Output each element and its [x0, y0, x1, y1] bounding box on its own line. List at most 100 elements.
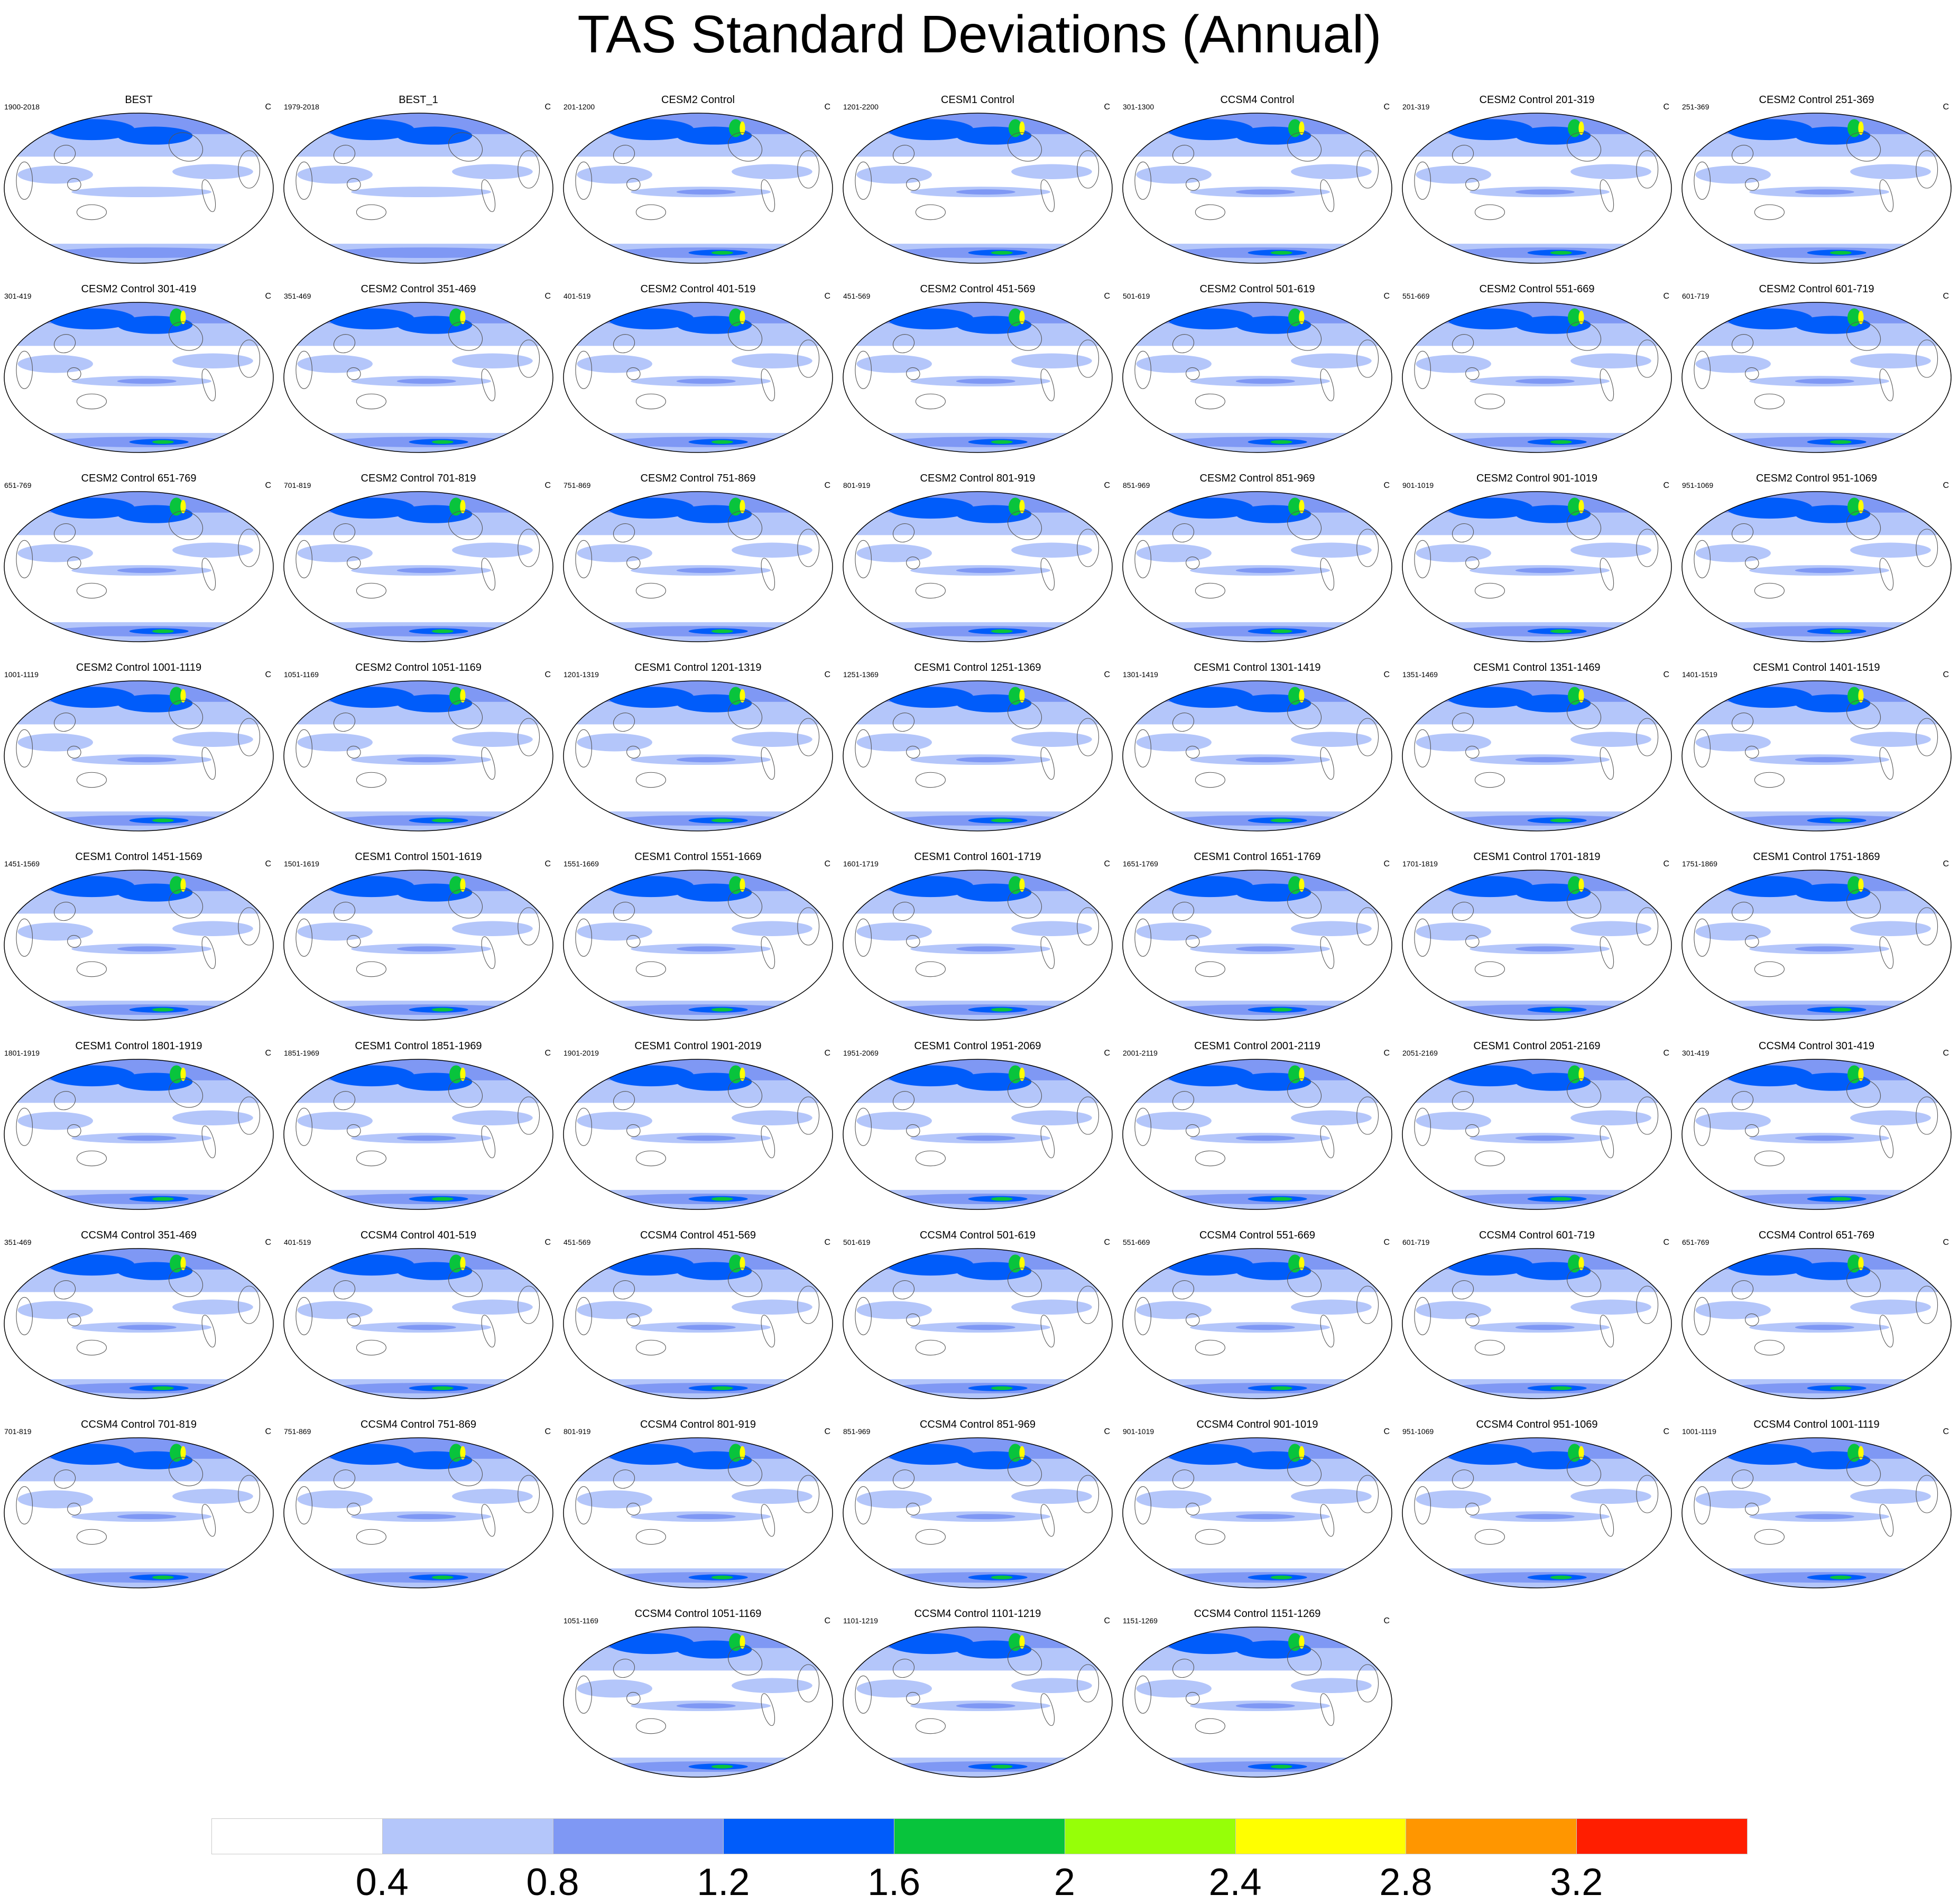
- southern-ocean-peak: [431, 629, 454, 633]
- coastline: [1287, 1646, 1322, 1676]
- panel-units-label: C: [265, 481, 271, 490]
- midlatitude-patch: [1695, 355, 1771, 373]
- arctic-peak: [1708, 1444, 1731, 1452]
- coastline: [347, 367, 361, 380]
- coastline: [728, 511, 762, 540]
- map-border: [843, 870, 1113, 1021]
- map-panel: CESM2 Control 801-919 801-919 C: [839, 473, 1116, 647]
- arctic-high-variability: [887, 876, 974, 898]
- coastline: [1745, 1502, 1759, 1515]
- map-svg: [843, 113, 1113, 264]
- tropical-pacific-core: [1235, 378, 1295, 384]
- map-panel: CESM2 Control 1001-1119 1001-1119 C: [0, 662, 278, 836]
- map-panel: CESM2 Control 1051-1169 1051-1169 C: [280, 662, 557, 836]
- midlatitude-patch: [17, 355, 93, 373]
- coastline: [855, 540, 872, 578]
- tropical-pacific-core: [1795, 1135, 1854, 1141]
- map-border: [563, 302, 833, 453]
- coastline: [1172, 1469, 1195, 1489]
- arctic-high-variability: [1167, 1065, 1253, 1087]
- coastline: [1134, 1297, 1151, 1335]
- arctic-peak: [590, 1066, 612, 1074]
- coastline: [1452, 713, 1474, 732]
- coastline: [575, 918, 592, 957]
- arctic-high-variability: [1167, 497, 1253, 519]
- panel-years-label: 601-719: [1402, 1238, 1430, 1246]
- midlatitude-patch: [732, 1678, 812, 1693]
- map-panel: BEST 1900-2018 C: [0, 94, 278, 269]
- coastline: [613, 334, 635, 354]
- map-svg: [283, 1059, 553, 1210]
- coastline: [238, 718, 261, 756]
- arctic-high-variability: [1167, 308, 1253, 330]
- coastline: [53, 1091, 76, 1111]
- coastline: [1465, 935, 1480, 948]
- coastline: [295, 1486, 312, 1524]
- coastline: [892, 902, 915, 921]
- coastline: [347, 556, 361, 569]
- coastline: [761, 1125, 775, 1159]
- midlatitude-patch: [1416, 733, 1491, 752]
- tropical-pacific-core: [1235, 1135, 1295, 1141]
- coastline: [67, 367, 81, 380]
- panel-years-label: 1351-1469: [1402, 670, 1438, 679]
- coastline: [1879, 747, 1894, 780]
- coastline: [448, 1457, 483, 1486]
- southern-ocean-peak: [1829, 1197, 1852, 1201]
- panel-units-label: C: [1663, 481, 1669, 490]
- arctic-high-variability: [607, 1065, 694, 1087]
- panel-units-label: C: [1383, 1238, 1390, 1247]
- southern-ocean-peak: [1550, 1197, 1572, 1201]
- arctic-peak: [870, 498, 892, 506]
- map-border: [563, 1626, 833, 1778]
- coastline: [1694, 161, 1711, 200]
- coastline: [1846, 700, 1881, 729]
- arctic-peak-max: [1858, 310, 1864, 325]
- southern-ocean-peak: [1829, 251, 1852, 255]
- tropical-pacific-core: [117, 946, 177, 952]
- coastline: [16, 161, 33, 200]
- tropical-pacific-core: [676, 378, 736, 384]
- southern-ocean-band: [328, 247, 522, 258]
- map-svg: [563, 1248, 833, 1399]
- panel-title: CCSM4 Control 1051-1169: [634, 1608, 762, 1620]
- midlatitude-patch: [172, 1489, 253, 1504]
- coastline: [481, 368, 496, 402]
- arctic-peak-max: [460, 689, 466, 703]
- panel-years-label: 1651-1769: [1123, 859, 1158, 868]
- panel-years-label: 351-469: [284, 292, 311, 300]
- coastline: [1356, 907, 1379, 946]
- midlatitude-patch: [1136, 165, 1212, 184]
- coastline: [1879, 1315, 1894, 1348]
- map-svg: [843, 491, 1113, 642]
- contour-fill: [1402, 1438, 1671, 1588]
- coastline: [1008, 889, 1042, 919]
- midlatitude-patch: [1011, 1110, 1092, 1125]
- arctic-peak: [590, 498, 612, 506]
- panel-years-label: 1401-1519: [1682, 670, 1717, 679]
- coastline: [1172, 1659, 1195, 1678]
- midlatitude-patch: [1416, 1301, 1491, 1319]
- panel-title: CCSM4 Control 551-669: [1199, 1230, 1315, 1241]
- arctic-peak: [310, 1444, 332, 1452]
- arctic-peak: [870, 1066, 892, 1074]
- map-border: [843, 302, 1113, 453]
- map-panel: CESM2 Control 201-319 201-319 C: [1398, 94, 1676, 269]
- coastline: [1134, 161, 1151, 200]
- coastline: [1287, 1078, 1322, 1108]
- contour-fill: [563, 681, 833, 831]
- contour-fill: [284, 113, 553, 263]
- coastline: [635, 204, 666, 220]
- southern-ocean-peak: [152, 440, 174, 444]
- colorbar-swatch: [1064, 1818, 1236, 1854]
- coastline: [1356, 718, 1379, 756]
- arctic-peak-max: [1299, 1067, 1305, 1082]
- arctic-peak-max: [1578, 689, 1584, 703]
- midlatitude-patch: [732, 1110, 812, 1125]
- coastline: [238, 339, 261, 378]
- coastline: [1916, 718, 1938, 756]
- coastline: [1846, 511, 1881, 540]
- coastline: [1465, 1313, 1480, 1326]
- panel-years-label: 951-1069: [1682, 481, 1714, 489]
- map-svg: [843, 302, 1113, 453]
